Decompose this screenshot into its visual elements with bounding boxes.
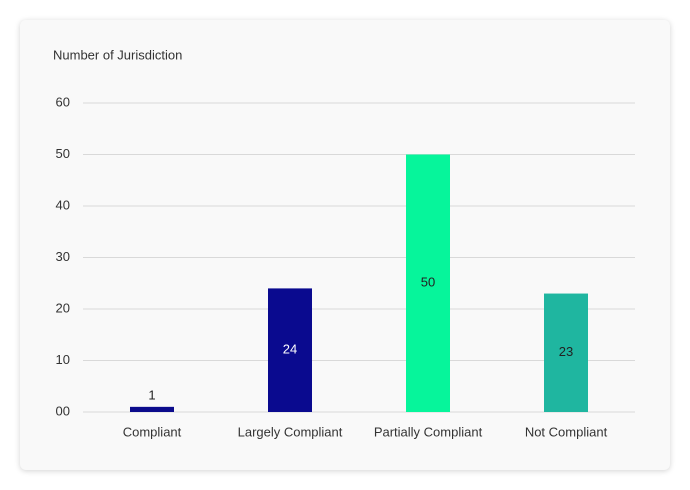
- y-tick-label: 40: [56, 197, 70, 212]
- value-label: 23: [559, 344, 573, 359]
- bar: [130, 406, 174, 412]
- y-tick-label: 10: [56, 352, 70, 367]
- bar: [268, 288, 312, 412]
- y-tick-label: 50: [56, 146, 70, 161]
- bar: [406, 154, 450, 412]
- y-tick-label: 60: [56, 94, 70, 109]
- y-tick-label: 30: [56, 249, 70, 264]
- y-tick-label: 00: [56, 403, 70, 418]
- x-tick-label: Partially Compliant: [374, 424, 483, 439]
- x-tick-label: Not Compliant: [525, 424, 608, 439]
- bar: [544, 293, 588, 412]
- x-tick-label: Largely Compliant: [238, 424, 343, 439]
- x-tick-label: Compliant: [123, 424, 182, 439]
- value-label: 24: [283, 342, 297, 357]
- y-tick-label: 20: [56, 300, 70, 315]
- value-label: 1: [148, 387, 155, 402]
- chart-title: Number of Jurisdiction: [53, 47, 182, 62]
- value-label: 50: [421, 275, 435, 290]
